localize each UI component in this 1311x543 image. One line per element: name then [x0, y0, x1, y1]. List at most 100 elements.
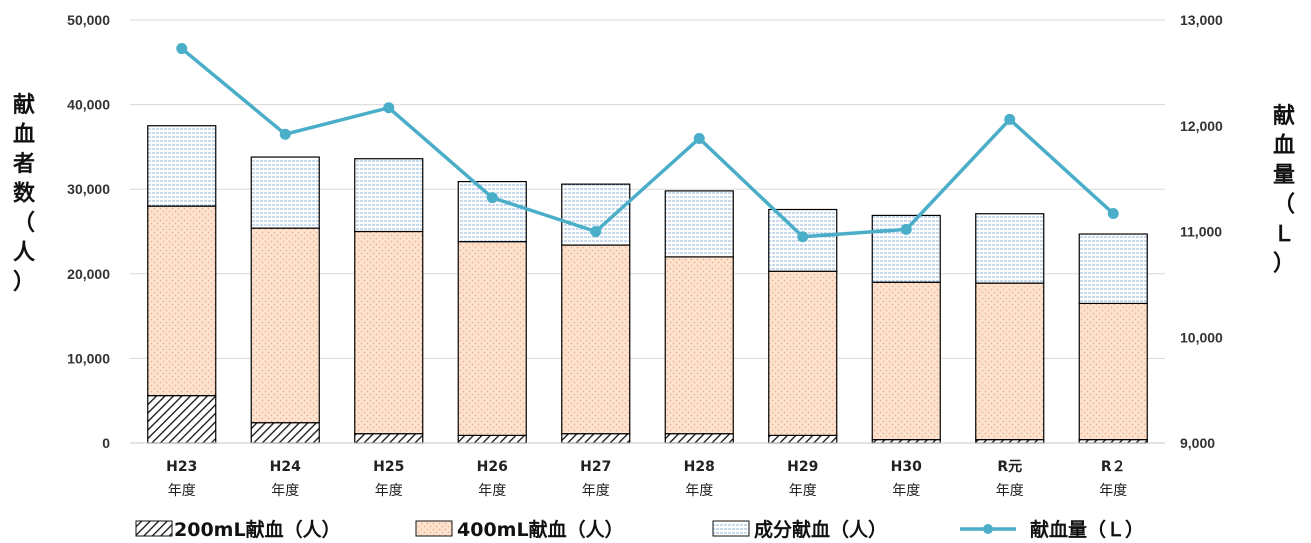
category-label-line1: R２ — [1101, 459, 1126, 475]
legend: 200mL献血（人） 400mL献血（人） 成分献血（人） 献血量（Ｌ） — [135, 518, 1144, 541]
category-label-line1: H28 — [684, 459, 715, 475]
volume-line — [180, 47, 1115, 239]
axis-title-char: 血 — [13, 122, 35, 148]
bar-stack — [1078, 233, 1148, 444]
category-label-line2: 年度 — [582, 483, 610, 499]
right-tick-label: 10,000 — [1180, 329, 1223, 345]
category-label-line2: 年度 — [478, 483, 506, 499]
bar-segment-component — [147, 125, 217, 207]
bar-segment-200ml — [561, 433, 631, 444]
right-axis-ticks: 9,000 10,000 11,000 12,000 13,000 — [1180, 12, 1223, 451]
bar-segment-400ml — [871, 281, 941, 441]
category-label-line1: H29 — [787, 459, 818, 475]
bar-segment-400ml — [354, 230, 424, 435]
legend-item-volume: 献血量（Ｌ） — [960, 518, 1144, 541]
category-label: H23 年度 — [166, 459, 197, 499]
left-tick-label: 0 — [102, 435, 110, 451]
category-label-line1: H26 — [477, 459, 508, 475]
category-label-line2: 年度 — [685, 483, 713, 499]
x-axis-categories: H23 年度 H24 年度 H25 年度 H26 年度 H27 年度 H28 年度 H29 年度 H30 年度… — [166, 459, 1127, 499]
legend-label-400ml: 400mL献血（人） — [457, 518, 624, 541]
bar-segment-component — [1078, 233, 1148, 305]
right-axis-title: 献血量 （ Ｌ ） — [1273, 103, 1295, 277]
bar-segment-400ml — [147, 205, 217, 397]
line-series — [176, 43, 1119, 243]
bar-segment-400ml — [457, 241, 527, 436]
category-label: H28 年度 — [684, 459, 715, 499]
bar-segment-component — [250, 156, 320, 229]
axis-title-char: 献 — [1273, 103, 1295, 129]
bar-stack — [147, 125, 217, 444]
category-label: H25 年度 — [373, 459, 404, 499]
left-axis-ticks: 0 10,000 20,000 30,000 40,000 50,000 — [67, 12, 110, 451]
bar-segment-200ml — [250, 422, 320, 444]
category-label: H30 年度 — [891, 459, 922, 499]
legend-marker-volume — [983, 524, 993, 534]
volume-point — [383, 102, 395, 114]
category-label-line1: H25 — [373, 459, 404, 475]
bar-segment-200ml — [664, 433, 734, 444]
axis-title-char: （ — [13, 211, 35, 236]
axis-title-char: Ｌ — [1273, 222, 1295, 247]
left-tick-label: 40,000 — [67, 97, 110, 113]
axis-title-char: 数 — [13, 181, 36, 207]
volume-point — [590, 226, 602, 237]
bar-stack — [975, 213, 1045, 444]
volume-point — [1004, 113, 1016, 125]
bar-stack — [871, 214, 941, 444]
bar-stack — [664, 190, 734, 444]
category-label-line2: 年度 — [375, 483, 403, 499]
legend-item-component: 成分献血（人） — [712, 518, 887, 541]
bar-stack — [354, 158, 424, 444]
left-tick-label: 20,000 — [67, 266, 110, 282]
axis-title-char: ） — [1273, 252, 1295, 277]
category-label-line2: 年度 — [168, 483, 196, 499]
axis-title-char: ） — [13, 270, 35, 295]
legend-label-200ml: 200mL献血（人） — [174, 518, 341, 541]
bar-segment-component — [975, 213, 1045, 284]
volume-point — [1107, 208, 1119, 220]
legend-label-volume: 献血量（Ｌ） — [1030, 518, 1144, 541]
legend-label-component: 成分献血（人） — [754, 518, 887, 541]
category-label: H27 年度 — [580, 459, 611, 499]
axis-title-char: 者 — [12, 152, 35, 177]
volume-point — [900, 223, 912, 235]
right-tick-label: 11,000 — [1180, 224, 1222, 240]
left-tick-label: 10,000 — [67, 350, 110, 366]
bar-segment-400ml — [250, 227, 320, 424]
axis-title-char: 血 — [1273, 133, 1295, 159]
volume-point — [797, 231, 809, 243]
bar-stack — [768, 208, 838, 444]
volume-point — [693, 132, 705, 144]
category-label-line2: 年度 — [996, 483, 1024, 499]
legend-item-400ml: 400mL献血（人） — [415, 518, 624, 541]
axis-title-char: 量 — [1273, 163, 1295, 188]
left-tick-label: 30,000 — [67, 181, 110, 197]
volume-point — [486, 192, 498, 204]
left-tick-label: 50,000 — [67, 12, 110, 28]
category-label-line2: 年度 — [789, 483, 817, 499]
axis-title-char: 献 — [13, 92, 35, 118]
volume-point — [176, 43, 188, 55]
axis-title-char: 人 — [13, 241, 35, 266]
right-tick-label: 12,000 — [1180, 118, 1223, 134]
bar-stack — [250, 156, 320, 444]
bar-segment-400ml — [1078, 302, 1148, 441]
bar-segment-component — [457, 180, 527, 243]
bar-segment-component — [664, 190, 734, 258]
bar-segment-200ml — [768, 434, 838, 444]
legend-swatch-400ml — [415, 520, 453, 537]
legend-item-200ml: 200mL献血（人） — [135, 518, 341, 541]
category-label-line1: H30 — [891, 459, 922, 475]
bar-segment-component — [354, 158, 424, 233]
bar-segment-200ml — [147, 395, 217, 444]
category-label: R２ 年度 — [1099, 459, 1127, 499]
bar-segment-400ml — [561, 244, 631, 435]
axis-title-char: （ — [1273, 193, 1295, 218]
volume-point — [279, 128, 291, 140]
bar-segment-400ml — [768, 270, 838, 436]
category-label: H29 年度 — [787, 459, 818, 499]
